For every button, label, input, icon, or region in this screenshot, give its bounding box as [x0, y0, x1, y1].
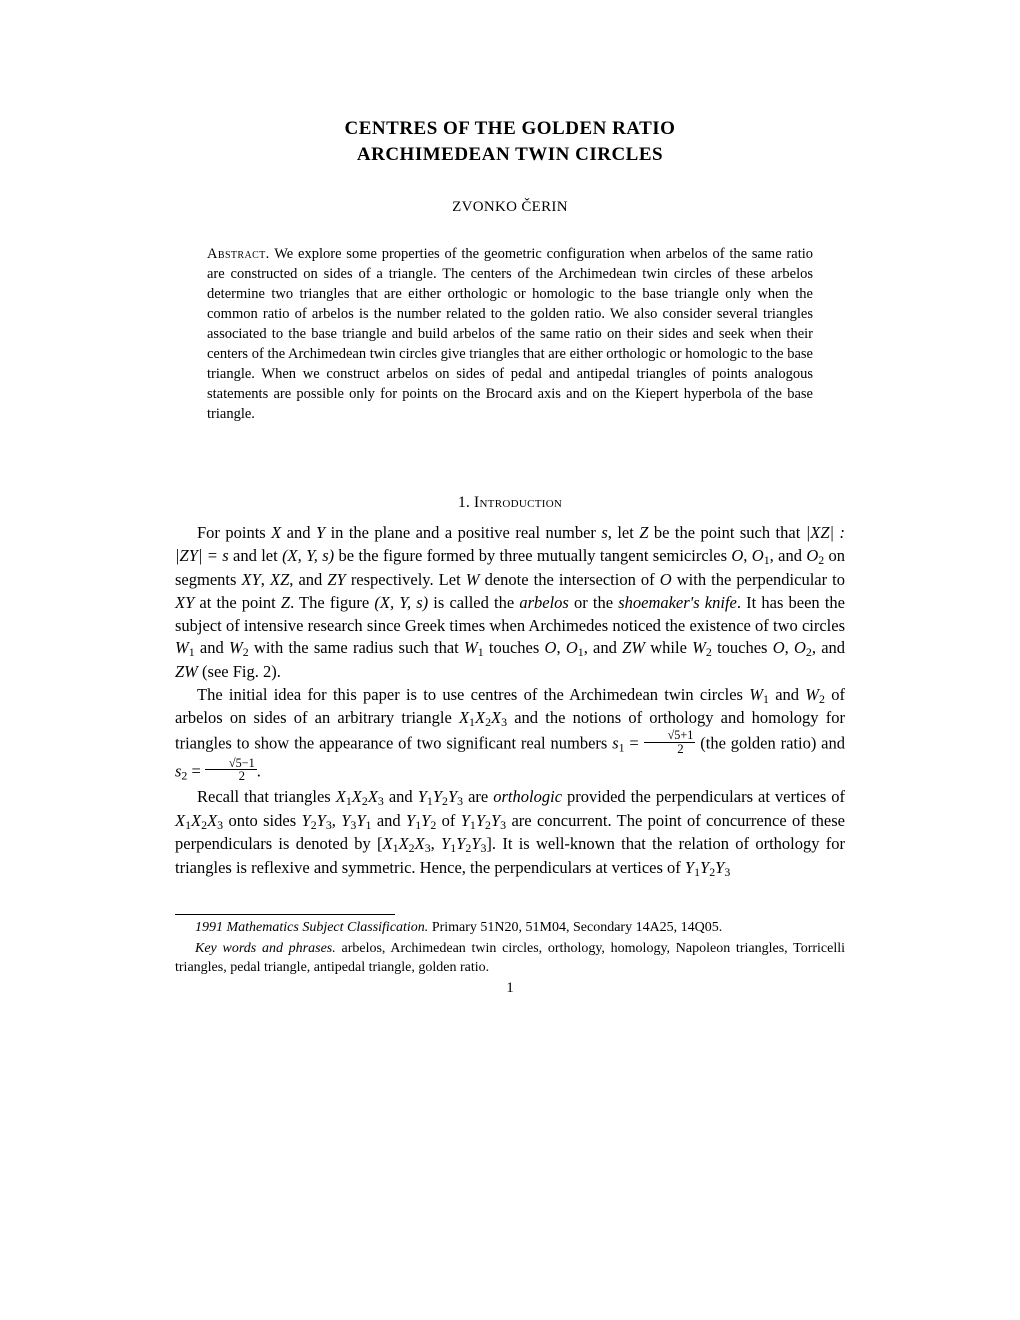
footnotes: 1991 Mathematics Subject Classification.…: [175, 919, 845, 978]
title-line-1: CENTRES OF THE GOLDEN RATIO: [345, 118, 676, 139]
footnote-msc: 1991 Mathematics Subject Classification.…: [175, 919, 845, 938]
abstract-text: We explore some properties of the geomet…: [207, 246, 813, 422]
section-number: 1.: [458, 494, 470, 511]
msc-label: 1991 Mathematics Subject Classification.: [195, 920, 428, 935]
body-text: For points X and Y in the plane and a po…: [175, 522, 845, 880]
paper-page: CENTRES OF THE GOLDEN RATIO ARCHIMEDEAN …: [0, 0, 1020, 1077]
footnote-keywords: Key words and phrases. arbelos, Archimed…: [175, 940, 845, 978]
abstract-label: Abstract.: [207, 246, 270, 262]
section-name: Introduction: [474, 494, 562, 511]
paragraph-1: For points X and Y in the plane and a po…: [175, 522, 845, 684]
abstract: Abstract. We explore some properties of …: [175, 244, 845, 424]
footnote-rule: [175, 914, 395, 915]
paper-title: CENTRES OF THE GOLDEN RATIO ARCHIMEDEAN …: [175, 116, 845, 167]
paragraph-3: Recall that triangles X1X2X3 and Y1Y2Y3 …: [175, 786, 845, 880]
author-name: ZVONKO ČERIN: [175, 199, 845, 216]
page-number: 1: [175, 980, 845, 997]
msc-text: Primary 51N20, 51M04, Secondary 14A25, 1…: [432, 920, 722, 935]
paragraph-2: The initial idea for this paper is to us…: [175, 684, 845, 786]
kw-label: Key words and phrases.: [195, 941, 336, 956]
section-heading: 1. Introduction: [175, 494, 845, 512]
title-line-2: ARCHIMEDEAN TWIN CIRCLES: [357, 144, 663, 165]
